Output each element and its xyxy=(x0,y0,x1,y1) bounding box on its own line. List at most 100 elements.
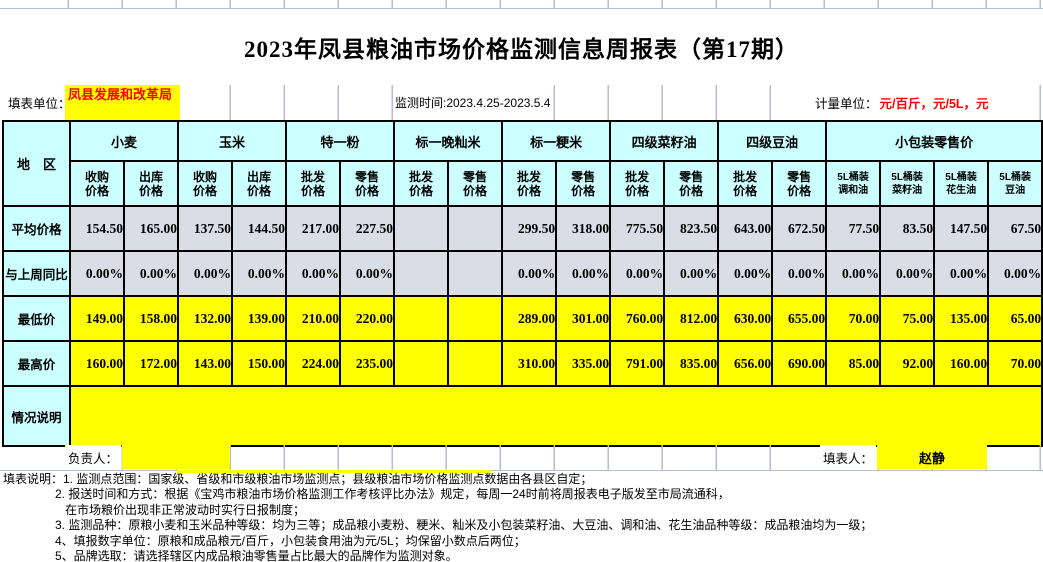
instruction-line: 3. 监测品种：原粮小麦和玉米品种等级：均为三等；成品粮小麦粉、粳米、籼米及小包… xyxy=(55,518,873,533)
price-cell[interactable]: 165.00 xyxy=(122,205,180,252)
price-cell[interactable] xyxy=(447,205,504,252)
signature-row: 负责人： 填表人： 赵静 xyxy=(0,445,1043,471)
price-cell[interactable]: 154.50 xyxy=(69,205,125,252)
col-5l-blend-oil: 5L桶装 调和油 xyxy=(825,160,882,207)
measure-unit-value: 元/百斤，元/5L，元 xyxy=(879,97,989,111)
group-corn: 玉米 xyxy=(177,120,288,162)
percent-cell[interactable]: 0.00% xyxy=(987,250,1043,297)
region-header: 地 区 xyxy=(2,120,71,207)
price-cell[interactable]: 643.00 xyxy=(717,205,774,252)
price-cell[interactable]: 132.00 xyxy=(177,295,234,342)
percent-cell[interactable]: 0.00% xyxy=(231,250,288,297)
price-cell[interactable]: 224.00 xyxy=(285,340,342,387)
row-situation-notes: 情况说明 xyxy=(2,385,1043,447)
price-cell[interactable]: 139.00 xyxy=(231,295,288,342)
price-cell[interactable]: 335.00 xyxy=(555,340,612,387)
instruction-line: 5、品牌选取：请选择辖区内成品粮油零售量占比最大的品牌作为监测对象。 xyxy=(55,549,458,562)
price-cell[interactable]: 791.00 xyxy=(609,340,666,387)
percent-cell[interactable]: 0.00% xyxy=(825,250,882,297)
price-cell[interactable]: 75.00 xyxy=(879,295,936,342)
col-corn-outbound: 出库 价格 xyxy=(231,160,288,207)
price-cell[interactable]: 672.50 xyxy=(771,205,828,252)
price-cell[interactable]: 147.50 xyxy=(933,205,990,252)
price-cell[interactable]: 318.00 xyxy=(555,205,612,252)
price-cell[interactable]: 160.00 xyxy=(69,340,125,387)
price-cell[interactable]: 235.00 xyxy=(339,340,396,387)
price-cell[interactable]: 137.50 xyxy=(177,205,234,252)
reporting-unit-value-cell[interactable]: 凤县发展和改革局 xyxy=(65,85,180,120)
price-cell[interactable] xyxy=(393,295,450,342)
percent-cell[interactable]: 0.00% xyxy=(933,250,990,297)
price-cell[interactable]: 220.00 xyxy=(339,295,396,342)
percent-cell[interactable]: 0.00% xyxy=(663,250,720,297)
price-cell[interactable] xyxy=(447,340,504,387)
price-cell[interactable]: 299.50 xyxy=(501,205,558,252)
percent-cell[interactable]: 0.00% xyxy=(609,250,666,297)
responsible-person-cell[interactable] xyxy=(122,445,230,469)
monitoring-period: 监测时间:2023.4.25-2023.5.4 xyxy=(393,85,553,120)
group-wheat: 小麦 xyxy=(68,120,180,162)
percent-cell[interactable]: 0.00% xyxy=(69,250,125,297)
col-indica-wholesale: 批发 价格 xyxy=(393,160,450,207)
price-cell[interactable] xyxy=(393,340,450,387)
price-cell[interactable]: 656.00 xyxy=(717,340,774,387)
price-cell[interactable]: 812.00 xyxy=(663,295,720,342)
price-cell[interactable]: 227.50 xyxy=(339,205,396,252)
col-wheat-purchase: 收购 价格 xyxy=(69,160,125,207)
price-cell[interactable]: 775.50 xyxy=(609,205,666,252)
percent-cell[interactable]: 0.00% xyxy=(122,250,180,297)
col-japonica-wholesale: 批发 价格 xyxy=(501,160,558,207)
price-cell[interactable]: 77.50 xyxy=(825,205,882,252)
price-cell[interactable]: 149.00 xyxy=(69,295,125,342)
percent-cell[interactable]: 0.00% xyxy=(879,250,936,297)
price-cell[interactable]: 210.00 xyxy=(285,295,342,342)
price-cell[interactable]: 160.00 xyxy=(933,340,990,387)
price-cell[interactable]: 92.00 xyxy=(879,340,936,387)
price-cell[interactable]: 301.00 xyxy=(555,295,612,342)
price-cell[interactable]: 135.00 xyxy=(933,295,990,342)
percent-cell[interactable]: 0.00% xyxy=(717,250,774,297)
instruction-line: 在市场粮价出现非正常波动时实行日报制度； xyxy=(65,502,306,517)
price-cell[interactable]: 310.00 xyxy=(501,340,558,387)
situation-notes-cell[interactable] xyxy=(68,385,1043,447)
price-cell[interactable]: 67.50 xyxy=(987,205,1043,252)
price-cell[interactable] xyxy=(393,205,450,252)
form-instructions: 填表说明：1. 监测点范围：国家级、省级和市级粮油市场监测点；县级粮油市场价格监… xyxy=(3,472,1041,562)
price-cell[interactable]: 690.00 xyxy=(771,340,828,387)
col-soybean-wholesale: 批发 价格 xyxy=(717,160,774,207)
price-cell[interactable]: 823.50 xyxy=(663,205,720,252)
price-cell[interactable]: 217.00 xyxy=(285,205,342,252)
group-flour: 特一粉 xyxy=(285,120,396,162)
price-cell[interactable]: 760.00 xyxy=(609,295,666,342)
price-cell[interactable]: 158.00 xyxy=(122,295,180,342)
percent-cell[interactable]: 0.00% xyxy=(555,250,612,297)
percent-cell[interactable]: 0.00% xyxy=(177,250,234,297)
price-cell[interactable]: 143.00 xyxy=(177,340,234,387)
percent-cell[interactable] xyxy=(393,250,450,297)
price-cell[interactable]: 65.00 xyxy=(987,295,1043,342)
price-cell[interactable]: 85.00 xyxy=(825,340,882,387)
price-cell[interactable]: 630.00 xyxy=(717,295,774,342)
price-cell[interactable] xyxy=(447,295,504,342)
price-cell[interactable]: 83.50 xyxy=(879,205,936,252)
price-cell[interactable]: 70.00 xyxy=(987,340,1043,387)
price-cell[interactable]: 172.00 xyxy=(122,340,180,387)
group-soybean-oil: 四级豆油 xyxy=(717,120,828,162)
percent-cell[interactable]: 0.00% xyxy=(339,250,396,297)
price-cell[interactable]: 144.50 xyxy=(231,205,288,252)
form-filler-cell[interactable]: 赵静 xyxy=(877,445,987,469)
price-cell[interactable]: 655.00 xyxy=(771,295,828,342)
col-5l-soybean-oil: 5L桶装 豆油 xyxy=(987,160,1043,207)
percent-cell[interactable] xyxy=(447,250,504,297)
price-cell[interactable]: 150.00 xyxy=(231,340,288,387)
row-label-notes: 情况说明 xyxy=(2,385,71,447)
price-cell[interactable]: 289.00 xyxy=(501,295,558,342)
col-soybean-retail: 零售 价格 xyxy=(771,160,828,207)
instruction-line: 4、填报数字单位：原粮和成品粮元/百斤，小包装食用油为元/5L；均保留小数点后两… xyxy=(55,533,526,548)
price-cell[interactable]: 835.00 xyxy=(663,340,720,387)
percent-cell[interactable]: 0.00% xyxy=(501,250,558,297)
row-week-over-week: 与上周同比 0.00% 0.00% 0.00% 0.00% 0.00% 0.00… xyxy=(2,250,1043,297)
percent-cell[interactable]: 0.00% xyxy=(771,250,828,297)
price-cell[interactable]: 70.00 xyxy=(825,295,882,342)
percent-cell[interactable]: 0.00% xyxy=(285,250,342,297)
